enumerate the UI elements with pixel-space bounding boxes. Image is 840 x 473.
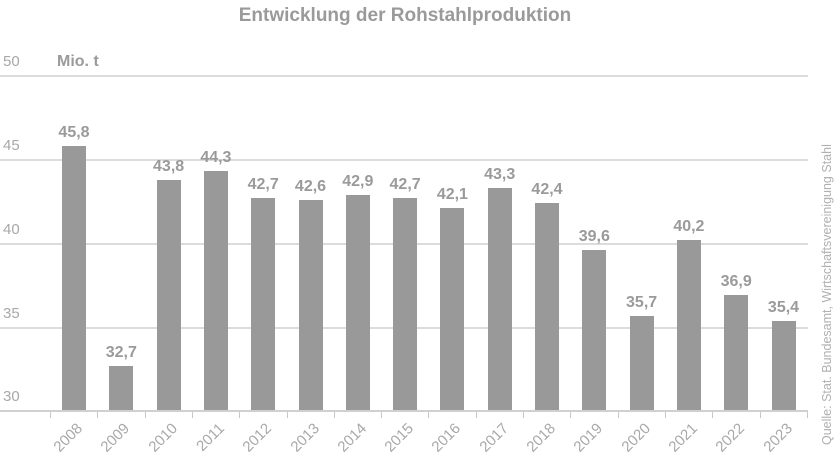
value-label-2011: 44,3 — [200, 149, 232, 167]
bar-2020 — [629, 315, 654, 411]
x-tick-mark — [523, 411, 524, 418]
x-label-2013: 2013 — [286, 420, 323, 456]
bar-2015 — [393, 198, 418, 411]
x-label-2009: 2009 — [97, 420, 134, 456]
y-tick-35: 35 — [3, 305, 20, 322]
value-label-2010: 43,8 — [153, 157, 185, 175]
bar-2013 — [298, 199, 323, 411]
x-tick-mark — [144, 411, 146, 418]
gridline-45 — [0, 159, 808, 161]
x-label-2016: 2016 — [428, 420, 465, 456]
x-tick-mark — [712, 411, 714, 418]
bar-2022 — [724, 295, 749, 411]
x-tick-mark — [191, 411, 193, 418]
value-label-2013: 42,6 — [294, 177, 327, 195]
bar-2011 — [203, 171, 228, 411]
value-label-2008: 45,8 — [58, 124, 90, 142]
x-label-2019: 2019 — [570, 420, 607, 456]
value-label-2009: 32,7 — [105, 343, 137, 361]
value-label-2012: 42,7 — [247, 176, 279, 194]
bar-2012 — [251, 198, 276, 411]
value-label-2018: 42,4 — [531, 181, 563, 199]
x-label-2011: 2011 — [193, 420, 228, 455]
x-label-2012: 2012 — [239, 420, 276, 456]
x-tick-mark — [50, 411, 51, 418]
bar-2018 — [535, 203, 559, 411]
x-label-2008: 2008 — [50, 420, 87, 456]
value-label-2019: 39,6 — [578, 228, 610, 246]
x-tick-mark — [97, 411, 99, 418]
x-label-2021: 2021 — [665, 420, 701, 456]
value-label-2023: 35,4 — [767, 298, 800, 316]
x-label-2018: 2018 — [523, 420, 560, 456]
bar-2021 — [676, 240, 701, 411]
bar-2009 — [109, 365, 134, 411]
x-tick-mark — [617, 411, 619, 418]
bar-2016 — [440, 208, 465, 411]
bar-2023 — [771, 320, 796, 411]
value-label-2016: 42,1 — [436, 186, 468, 204]
x-label-2010: 2010 — [144, 420, 181, 456]
x-label-2020: 2020 — [617, 420, 654, 456]
value-label-2015: 42,7 — [389, 176, 421, 194]
x-label-2015: 2015 — [381, 420, 418, 456]
y-tick-40: 40 — [3, 221, 20, 238]
x-tick-mark — [239, 411, 241, 418]
y-tick-30: 30 — [3, 388, 20, 405]
bar-2017 — [487, 188, 512, 411]
x-tick-mark — [806, 411, 808, 418]
y-tick-50: 50 — [3, 53, 20, 70]
x-tick-mark — [759, 411, 761, 418]
value-label-2020: 35,7 — [626, 293, 658, 311]
x-label-2022: 2022 — [712, 420, 749, 456]
x-tick-mark — [664, 411, 666, 418]
x-label-2014: 2014 — [334, 420, 370, 456]
bar-2019 — [582, 250, 607, 411]
bar-2014 — [345, 194, 370, 411]
x-tick-mark — [475, 411, 477, 418]
y-axis-unit: Mio. t — [57, 53, 99, 70]
value-label-2014: 42,9 — [342, 172, 374, 190]
value-label-2021: 40,2 — [673, 218, 705, 236]
x-label-2017: 2017 — [476, 420, 512, 456]
x-tick-mark — [286, 411, 288, 418]
bar-2010 — [156, 179, 181, 411]
chart-title: Entwicklung der Rohstahlproduktion — [238, 5, 572, 26]
gridline-50 — [0, 75, 808, 77]
value-label-2017: 43,3 — [484, 166, 516, 184]
x-axis-line — [0, 410, 808, 412]
x-tick-mark — [428, 411, 430, 418]
x-tick-mark — [570, 411, 572, 418]
value-label-2022: 36,9 — [720, 273, 752, 291]
source-note: Quelle: Stat. Bundesamt, Wirtschaftsvere… — [820, 144, 834, 445]
x-tick-mark — [381, 411, 383, 418]
y-tick-45: 45 — [3, 137, 20, 154]
x-label-2023: 2023 — [759, 420, 796, 456]
x-tick-mark — [333, 411, 335, 418]
bar-2008 — [62, 146, 86, 411]
